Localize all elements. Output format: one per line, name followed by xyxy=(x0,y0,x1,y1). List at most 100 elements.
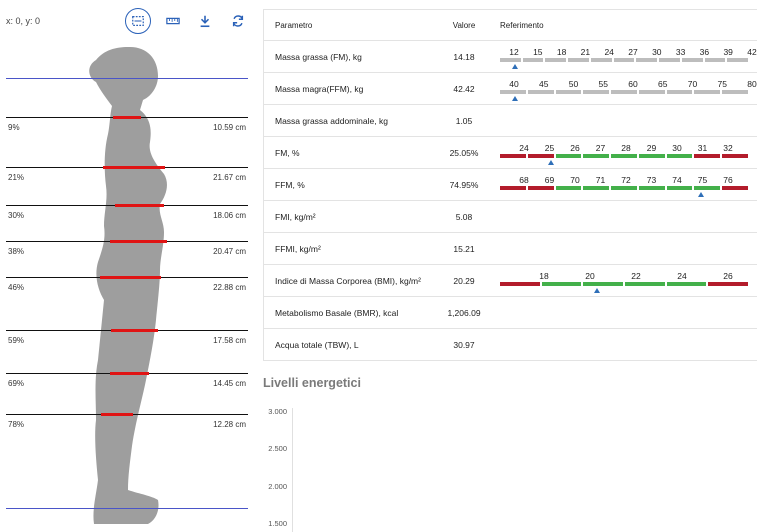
scale-segment xyxy=(722,154,748,158)
scale-tick-label: 70 xyxy=(570,175,580,185)
scale-bar xyxy=(500,186,752,190)
level-circumference: 12.28 cm xyxy=(213,420,246,429)
scale-ticks: 18 20 22 24 26 xyxy=(500,271,752,281)
reference-scale: 40 45 50 55 60 65 70 75 80 xyxy=(500,73,757,104)
scale-segment xyxy=(555,154,582,158)
refresh-icon xyxy=(232,15,244,27)
coordinates-readout: x: 0, y: 0 xyxy=(6,16,41,26)
header-value: Valore xyxy=(452,20,476,30)
scale-tick-label: 33 xyxy=(675,47,686,57)
table-body: Massa grassa (FM), kg 14.18 12 15 18 21 24 27 30… xyxy=(264,41,757,361)
energy-y-tick: 2.500 xyxy=(268,444,287,453)
energy-y-tick: 3.000 xyxy=(268,407,287,416)
selection-tool-button[interactable] xyxy=(125,8,151,34)
scale-segment xyxy=(611,154,637,158)
param-label: Massa grassa (FM), kg xyxy=(275,51,362,62)
energy-section-title: Livelli energetici xyxy=(263,376,361,390)
level-percent: 38% xyxy=(8,247,25,256)
scale-tick-label: 76 xyxy=(723,175,733,185)
header-ref: Referimento xyxy=(500,20,544,30)
scale-segment xyxy=(555,186,582,190)
param-label: Metabolismo Basale (BMR), kcal xyxy=(275,307,399,318)
param-value: 20.29 xyxy=(453,275,475,286)
bottom-guide-line[interactable] xyxy=(6,508,248,509)
ruler-tool-button[interactable] xyxy=(162,10,184,32)
level-circumference: 20.47 cm xyxy=(213,247,246,256)
level-percent: 46% xyxy=(8,283,25,292)
scale-segment xyxy=(694,90,721,94)
param-label: Massa magra(FFM), kg xyxy=(275,83,364,94)
level-percent: 78% xyxy=(8,420,25,429)
scale-segment xyxy=(666,282,707,286)
scale-segment xyxy=(727,58,748,62)
scale-ticks: 12 15 18 21 24 27 30 33 36 39 42 xyxy=(500,47,756,57)
scale-tick-label: 20 xyxy=(585,271,595,281)
scale-tick-label: 42 xyxy=(747,47,757,57)
table-row: FM, % 25.05% 24 25 26 27 28 29 30 31 32 xyxy=(264,137,757,169)
value-marker xyxy=(512,96,519,101)
param-label: Acqua totale (TBW), L xyxy=(275,339,359,350)
param-label: Indice di Massa Corporea (BMI), kg/m² xyxy=(275,275,421,286)
scale-tick-label: 40 xyxy=(509,79,519,89)
scale-tick-label: 68 xyxy=(519,175,529,185)
scale-tick-label: 29 xyxy=(646,143,657,153)
scale-ticks: 24 25 26 27 28 29 30 31 32 xyxy=(500,143,752,153)
scale-tick-label: 65 xyxy=(658,79,668,89)
scale-segment xyxy=(638,90,665,94)
scale-segment xyxy=(613,58,635,62)
level-percent: 69% xyxy=(8,379,25,388)
scale-segment xyxy=(681,58,703,62)
scale-tick-label: 60 xyxy=(628,79,638,89)
scale-segment xyxy=(611,186,637,190)
scale-segment xyxy=(583,186,610,190)
scale-tick-label: 80 xyxy=(747,79,757,89)
reference-scale xyxy=(500,233,756,264)
circumference-marker xyxy=(111,329,158,332)
level-circumference: 21.67 cm xyxy=(213,173,246,182)
reference-scale xyxy=(500,297,756,328)
scale-segment xyxy=(708,282,748,286)
energy-y-tick: 1.500 xyxy=(268,519,287,528)
param-value: 30.97 xyxy=(453,339,475,350)
scale-segment xyxy=(541,282,582,286)
level-circumference: 18.06 cm xyxy=(213,211,246,220)
download-icon xyxy=(200,15,210,28)
reference-scale xyxy=(500,105,756,136)
table-row: Massa grassa addominale, kg 1.05 xyxy=(264,105,757,137)
scale-tick-label: 18 xyxy=(556,47,567,57)
level-circumference: 22.88 cm xyxy=(213,283,246,292)
reset-tool-button[interactable] xyxy=(227,10,249,32)
param-value: 15.21 xyxy=(453,243,475,254)
level-percent: 30% xyxy=(8,211,25,220)
scale-tick-label: 72 xyxy=(621,175,631,185)
scale-segment xyxy=(722,90,748,94)
scale-segment xyxy=(568,58,589,62)
scale-segment xyxy=(636,58,658,62)
scale-tick-label: 18 xyxy=(539,271,549,281)
param-label: FMI, kg/m² xyxy=(275,211,316,222)
scale-tick-label: 24 xyxy=(604,47,614,57)
download-tool-button[interactable] xyxy=(194,10,216,32)
param-label: FFMI, kg/m² xyxy=(275,243,321,254)
scale-tick-label: 15 xyxy=(533,47,543,57)
scale-segment xyxy=(545,58,567,62)
table-row: Metabolismo Basale (BMR), kcal 1,206.09 xyxy=(264,297,757,329)
scale-segment xyxy=(527,90,554,94)
circumference-marker xyxy=(115,204,164,207)
scale-segment xyxy=(625,282,665,286)
scale-tick-label: 24 xyxy=(677,271,687,281)
scale-segment xyxy=(611,90,637,94)
param-value: 74.95% xyxy=(449,179,479,190)
scale-bar xyxy=(500,90,752,94)
scale-segment xyxy=(500,58,521,62)
scale-segment xyxy=(722,186,748,190)
scale-segment xyxy=(694,154,721,158)
scale-segment xyxy=(555,90,582,94)
value-marker xyxy=(512,64,519,69)
scale-tick-label: 73 xyxy=(646,175,657,185)
table-row: FMI, kg/m² 5.08 xyxy=(264,201,757,233)
top-guide-line[interactable] xyxy=(6,78,248,79)
scale-tick-label: 55 xyxy=(598,79,608,89)
level-circumference: 10.59 cm xyxy=(213,123,246,132)
body-silhouette xyxy=(89,46,167,525)
